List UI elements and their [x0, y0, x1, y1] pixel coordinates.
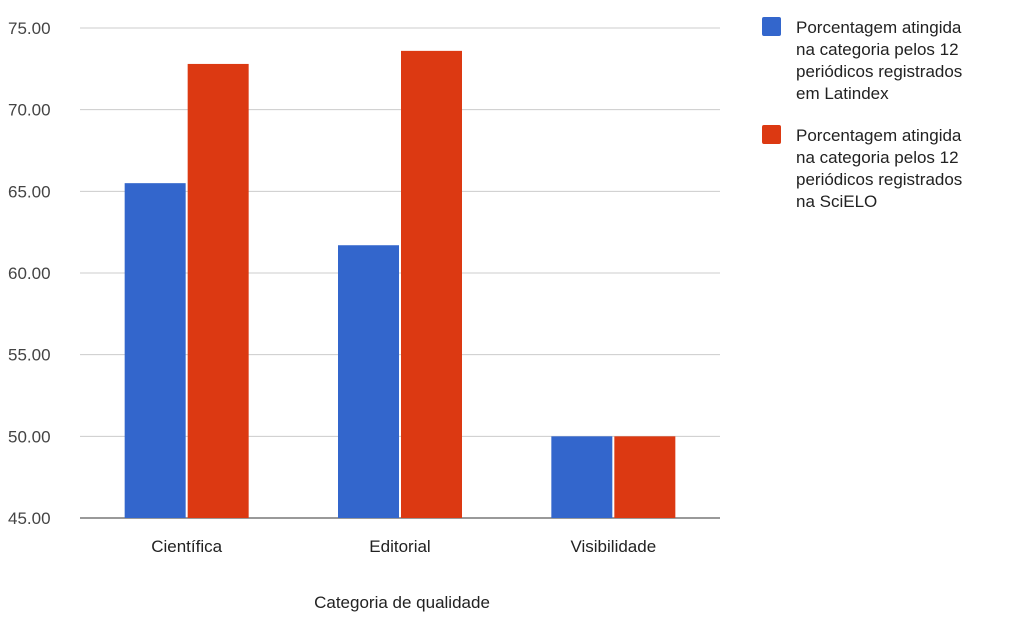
y-tick-label: 65.00 [8, 182, 51, 201]
legend-swatch [762, 17, 781, 36]
legend-item-latindex[interactable]: Porcentagem atingida na categoria pelos 1… [762, 17, 962, 103]
y-tick-label: 45.00 [8, 509, 51, 528]
bar-latindex-2[interactable] [551, 436, 613, 518]
legend-label: Porcentagem atingida na categoria pelos 1… [796, 126, 962, 211]
gridlines [80, 27, 720, 519]
bar-scielo-0[interactable] [187, 63, 249, 518]
x-category-label: Editorial [369, 537, 430, 556]
y-axis-ticks: 45.00 50.00 55.00 60.00 65.00 70.00 75.00 [8, 19, 51, 528]
x-axis-categories: Científica Editorial Visibilidade [151, 537, 656, 556]
legend-swatch [762, 125, 781, 144]
y-tick-label: 70.00 [8, 101, 51, 120]
bar-latindex-1[interactable] [338, 245, 399, 518]
x-category-label: Visibilidade [570, 537, 656, 556]
legend-item-scielo[interactable]: Porcentagem atingida na categoria pelos 1… [762, 125, 962, 211]
bar-scielo-1[interactable] [401, 50, 462, 518]
y-tick-label: 55.00 [8, 346, 51, 365]
y-tick-label: 50.00 [8, 427, 51, 446]
legend: Porcentagem atingida na categoria pelos 1… [762, 17, 962, 211]
x-axis-title: Categoria de qualidade [314, 593, 490, 612]
legend-label: Porcentagem atingida na categoria pelos 1… [796, 18, 962, 103]
bars [124, 50, 676, 518]
x-category-label: Científica [151, 537, 222, 556]
y-tick-label: 75.00 [8, 19, 51, 38]
y-tick-label: 60.00 [8, 264, 51, 283]
bar-scielo-2[interactable] [614, 436, 676, 518]
bar-latindex-0[interactable] [124, 183, 186, 518]
